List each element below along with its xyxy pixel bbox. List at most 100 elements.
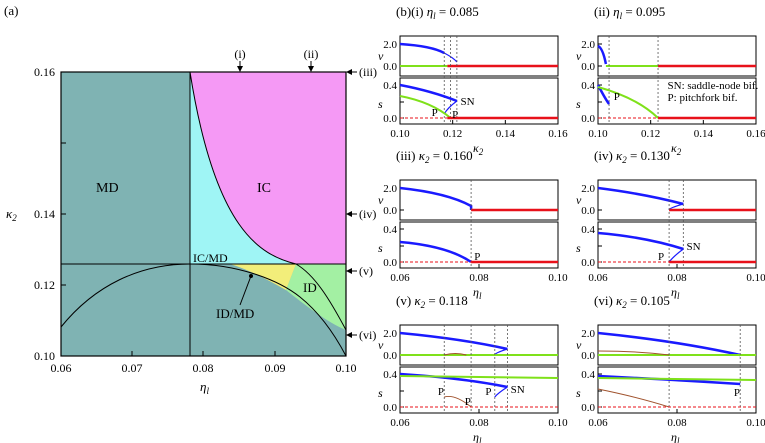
s-axis-label: s: [576, 97, 581, 111]
v-plot-frame: [597, 35, 757, 77]
phase-xtick-label: 0.10: [336, 361, 357, 375]
x-tick-label: 0.06: [588, 272, 608, 284]
s-tick-label: 0.4: [383, 80, 397, 92]
marker-ii-label: (ii): [304, 47, 319, 61]
v-tick-label: 0.0: [383, 61, 397, 73]
v-branch: [399, 42, 445, 55]
region-icmd-fill: [190, 72, 296, 264]
bif-panel: (iii) κ2 = 0.160 v s 2.0 0.0 0.4 0.0 0.06 0.08 0.…: [378, 148, 568, 301]
panel-title: (ii) ηl = 0.095: [594, 4, 665, 21]
v-tick-label: 2.0: [383, 183, 397, 195]
s-green-branch: [597, 86, 659, 119]
x-tick-label: 0.14: [694, 128, 714, 140]
s-tick-label: 0.4: [581, 80, 595, 92]
panel-title: (b)(i) ηl = 0.085: [396, 4, 479, 21]
v-tick-label: 0.0: [383, 350, 397, 362]
s-tick-label: 0.0: [581, 113, 595, 125]
phase-xtick-label: 0.06: [51, 361, 72, 375]
x-tick-label: 0.08: [667, 417, 687, 429]
v-branch-unstable: [443, 52, 458, 63]
x-tick-label: 0.08: [469, 417, 489, 429]
s-plot-frame: [399, 366, 559, 414]
s-tick-label: 0.0: [581, 257, 595, 269]
idmd-pointer: [239, 275, 252, 306]
v-plot-frame: [597, 324, 757, 366]
x-tick-label: 0.10: [746, 272, 765, 284]
region-md-label: MD: [96, 181, 119, 196]
s-tick-label: 0.0: [383, 402, 397, 414]
v-branch: [597, 331, 741, 357]
bif-panel: (v) κ2 = 0.118 v s 2.0 0.0 0.4 0.0 0.06 0.08 0.10…: [378, 293, 568, 443]
v-axis-label: v: [378, 338, 384, 352]
x-tick-label: 0.16: [746, 128, 765, 140]
p-label: P: [658, 251, 664, 263]
p-label: P: [614, 91, 620, 103]
x-tick-label: 0.12: [443, 128, 462, 140]
phase-ytick-label: 0.16: [34, 65, 55, 79]
s-branch: [399, 83, 458, 103]
v-plot-frame: [597, 179, 757, 221]
v-branch: [597, 44, 608, 65]
x-tick-label: 0.14: [496, 128, 516, 140]
s-branch: [399, 240, 472, 264]
marker-iv-label: (iv): [359, 207, 376, 221]
arrowhead: [346, 332, 352, 338]
v-branch: [597, 186, 684, 206]
x-tick-label: 0.06: [390, 272, 410, 284]
v-tick-label: 2.0: [581, 39, 595, 51]
x-axis-label: ηl: [671, 285, 680, 301]
region-ic-fill: [190, 72, 346, 264]
s-tick-label: 0.4: [383, 369, 397, 381]
s-axis-label: s: [576, 241, 581, 255]
idmd-pointer-dot: [249, 274, 253, 278]
figure-label: (a): [4, 3, 18, 18]
x-axis-label: κ2: [473, 141, 484, 157]
region-ic-label: IC: [257, 181, 271, 196]
s-axis-label: s: [576, 386, 581, 400]
v-tick-label: 2.0: [383, 328, 397, 340]
phase-xtick-label: 0.08: [193, 361, 214, 375]
s-tick-label: 0.4: [383, 224, 397, 236]
legend-sn: SN: saddle-node bif.: [668, 80, 759, 92]
v-plot-frame: [399, 35, 559, 77]
v-axis-label: v: [576, 193, 582, 207]
x-tick-label: 0.06: [588, 417, 608, 429]
v-axis-label: v: [378, 193, 384, 207]
arrowhead: [346, 69, 352, 75]
x-axis-label: ηl: [473, 285, 482, 301]
x-tick-label: 0.10: [390, 128, 410, 140]
v-tick-label: 2.0: [581, 328, 595, 340]
s-plot-frame: [597, 366, 757, 414]
s-branch: [597, 374, 741, 386]
ic-boundary-curve: [189, 71, 347, 331]
bif-panel: (vi) κ2 = 0.105 v s 2.0 0.0 0.4 0.0 0.06 0.08 0.1…: [576, 293, 765, 443]
x-tick-label: 0.10: [548, 272, 568, 284]
x-axis-label: ηl: [473, 430, 482, 443]
phase-xlabel: ηl: [200, 379, 209, 396]
region-id-fill: [286, 264, 346, 330]
s-green-branch: [399, 95, 452, 119]
marker-vi-label: (vi): [359, 328, 376, 342]
panel-title: (vi) κ2 = 0.105: [594, 293, 670, 310]
x-tick-label: 0.08: [667, 272, 687, 284]
s-green-branch: [597, 377, 757, 381]
s-brown-branch: [444, 396, 472, 408]
phase-diagram: MD IC IC/MD ID ID/MD 0.06 0.07 0.08 0.09…: [6, 47, 377, 396]
v-branch: [399, 331, 508, 351]
s-axis-label: s: [378, 386, 383, 400]
v-tick-label: 2.0: [383, 39, 397, 51]
s-axis-label: s: [378, 241, 383, 255]
s-plot-frame: [399, 77, 559, 125]
v-branch: [399, 186, 473, 210]
p-label: P: [438, 386, 444, 398]
bifurcation-panels: (b)(i) ηl = 0.085 v s 2.0 0.0 0.4 0.0 0.10 0.12 0…: [378, 4, 765, 443]
s-axis-label: s: [378, 97, 383, 111]
v-tick-label: 0.0: [581, 350, 595, 362]
x-tick-label: 0.08: [469, 272, 489, 284]
phase-xtick-label: 0.07: [122, 361, 143, 375]
v-brown-branch: [597, 350, 670, 356]
s-green-branch: [399, 375, 559, 379]
s-tick-label: 0.0: [581, 402, 595, 414]
panel-title: (iii) κ2 = 0.160: [396, 148, 473, 165]
